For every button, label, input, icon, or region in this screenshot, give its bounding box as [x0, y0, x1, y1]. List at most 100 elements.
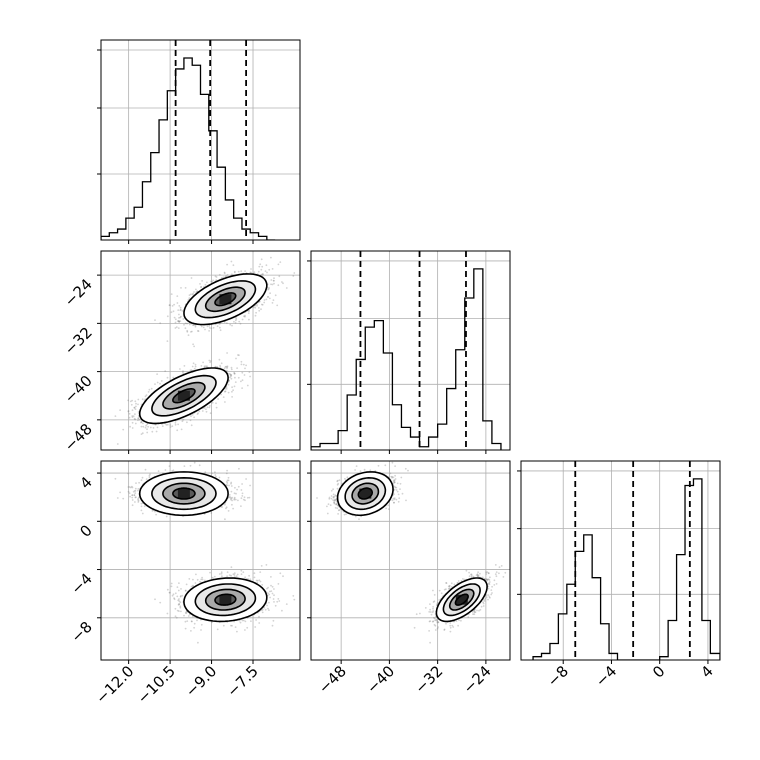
- scatter-point: [230, 366, 233, 369]
- scatter-point: [259, 571, 262, 573]
- scatter-point: [170, 311, 173, 314]
- scatter-point: [165, 424, 168, 426]
- panel-1-0: −48−40−32−24: [61, 250, 301, 455]
- scatter-point: [241, 318, 244, 321]
- scatter-point: [232, 389, 235, 392]
- scatter-point: [243, 315, 245, 318]
- contour-1-1: [151, 374, 217, 417]
- scatter-point: [267, 586, 269, 589]
- scatter-point: [281, 281, 283, 283]
- scatter-point: [258, 309, 261, 312]
- scatter-point: [217, 398, 220, 400]
- scatter-point: [268, 288, 270, 290]
- scatter-point: [231, 324, 233, 327]
- panel-content: [311, 251, 510, 450]
- scatter-point: [242, 571, 245, 574]
- scatter-point: [258, 300, 261, 303]
- scatter-point: [274, 604, 277, 607]
- scatter-point: [176, 595, 179, 598]
- scatter-point: [196, 290, 199, 293]
- scatter-point: [146, 428, 148, 431]
- scatter-point: [271, 592, 274, 595]
- scatter-point: [180, 315, 182, 318]
- scatter-point: [246, 626, 249, 629]
- scatter-point: [127, 399, 129, 402]
- scatter-point: [226, 575, 229, 578]
- scatter-point: [244, 314, 246, 317]
- scatter-point: [233, 320, 235, 323]
- scatter-point: [205, 410, 208, 413]
- scatter-point: [204, 579, 206, 582]
- scatter-point: [218, 323, 221, 325]
- scatter-point: [242, 619, 245, 622]
- scatter-point: [191, 365, 194, 368]
- scatter-point: [250, 620, 252, 622]
- scatter-point: [265, 298, 268, 301]
- scatter-point: [230, 377, 233, 380]
- scatter-point: [131, 399, 134, 402]
- scatter-point: [135, 405, 137, 408]
- scatter-point: [219, 364, 222, 367]
- scatter-point: [273, 279, 275, 282]
- scatter-point: [190, 620, 193, 623]
- scatter-point: [219, 366, 222, 368]
- scatter-point: [127, 410, 130, 413]
- scatter-point: [236, 573, 239, 576]
- scatter-point: [169, 426, 172, 428]
- panel-1-1: [307, 250, 511, 454]
- scatter-point: [181, 420, 184, 423]
- scatter-point: [186, 421, 188, 424]
- scatter-point: [169, 304, 171, 307]
- scatter-point: [137, 417, 140, 420]
- scatter-point: [200, 365, 203, 367]
- scatter-point: [190, 369, 193, 372]
- scatter-point: [263, 301, 266, 304]
- scatter-point: [128, 412, 131, 415]
- scatter-point: [180, 428, 183, 431]
- scatter-point: [134, 418, 137, 421]
- scatter-point: [292, 275, 295, 277]
- scatter-point: [114, 415, 117, 417]
- scatter-point: [256, 304, 258, 307]
- scatter-point: [182, 370, 184, 373]
- y-tick-label: −32: [61, 323, 96, 358]
- scatter-point: [200, 578, 203, 581]
- scatter-point: [261, 273, 264, 275]
- scatter-point: [201, 578, 204, 581]
- scatter-point: [188, 297, 191, 299]
- scatter-point: [206, 365, 209, 368]
- scatter-point: [173, 303, 176, 306]
- scatter-point: [190, 424, 193, 427]
- scatter-point: [179, 320, 182, 322]
- scatter-point: [234, 319, 237, 322]
- scatter-point: [226, 274, 229, 276]
- scatter-point: [194, 324, 197, 327]
- scatter-point: [212, 326, 215, 329]
- scatter-point: [156, 426, 159, 429]
- scatter-point: [269, 292, 271, 295]
- scatter-point: [271, 585, 274, 588]
- scatter-point: [218, 358, 221, 361]
- contour-0-3: [214, 292, 237, 307]
- scatter-point: [192, 584, 194, 587]
- scatter-point: [176, 320, 179, 322]
- scatter-point: [268, 609, 270, 611]
- contour-0-1: [194, 280, 257, 319]
- scatter-point: [192, 324, 195, 327]
- scatter-point: [201, 280, 204, 282]
- scatter-point: [226, 263, 229, 266]
- scatter-point: [140, 420, 143, 423]
- scatter-point: [131, 415, 134, 417]
- scatter-point: [186, 329, 189, 332]
- scatter-point: [226, 571, 229, 574]
- scatter-point: [179, 309, 182, 311]
- scatter-point: [134, 408, 137, 411]
- y-tick-label: −24: [61, 275, 96, 310]
- scatter-point: [231, 386, 234, 389]
- scatter-point: [285, 287, 288, 289]
- scatter-point: [258, 265, 261, 268]
- scatter-point: [151, 430, 154, 433]
- scatter-point: [233, 371, 236, 374]
- scatter-point: [206, 406, 209, 409]
